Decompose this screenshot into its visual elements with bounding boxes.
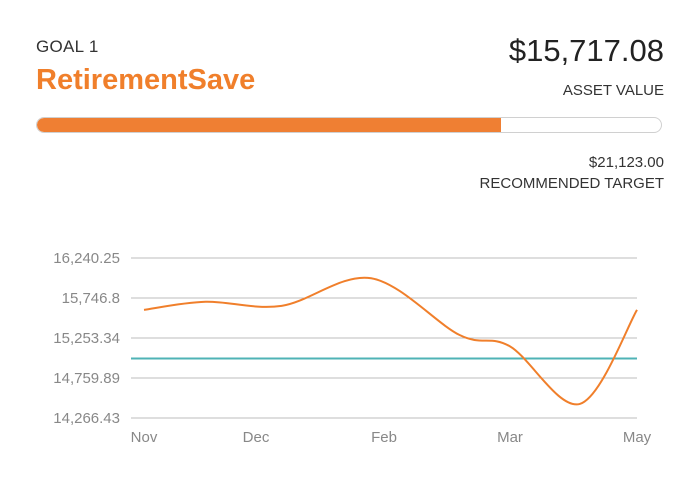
x-tick-label: Nov: [131, 429, 158, 446]
goal-name[interactable]: RetirementSave: [36, 64, 256, 96]
x-tick-label: May: [623, 429, 652, 446]
target-value: $21,123.00: [588, 154, 664, 171]
y-tick-label: 15,746.8: [62, 290, 120, 307]
goal-label: GOAL 1: [36, 37, 99, 56]
progress-fill: [37, 118, 502, 132]
y-tick-label: 15,253.34: [53, 330, 120, 347]
asset-value: $15,717.08: [508, 33, 664, 68]
target-label: RECOMMENDED TARGET: [479, 175, 664, 192]
x-tick-label: Feb: [371, 429, 397, 446]
x-tick-label: Mar: [497, 429, 523, 446]
asset-value-label: ASSET VALUE: [562, 82, 664, 99]
y-tick-label: 14,266.43: [53, 410, 120, 427]
x-tick-label: Dec: [243, 429, 270, 446]
asset-value-series-line: [143, 276, 638, 406]
progress-bar: [36, 117, 662, 133]
y-tick-label: 16,240.25: [53, 250, 120, 267]
y-tick-label: 14,759.89: [53, 370, 120, 387]
